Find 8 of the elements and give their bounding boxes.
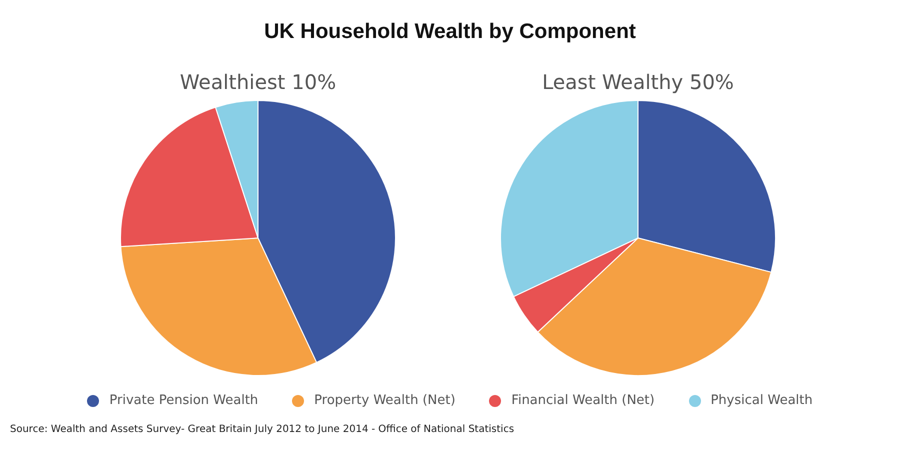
legend-label: Financial Wealth (Net) [511, 393, 655, 408]
legend-label: Private Pension Wealth [109, 393, 258, 408]
chart-subtitle: Least Wealthy 50% [541, 70, 735, 94]
chart-title: UK Household Wealth by Component [263, 20, 637, 44]
chart-subtitle: Wealthiest 10% [178, 70, 338, 94]
legend-label: Property Wealth (Net) [314, 393, 456, 408]
legend-label: Physical Wealth [710, 393, 813, 408]
source-note: Source: Wealth and Assets Survey- Great Britain July 2012 to June 2014 - Office of National Statistics [10, 424, 514, 435]
